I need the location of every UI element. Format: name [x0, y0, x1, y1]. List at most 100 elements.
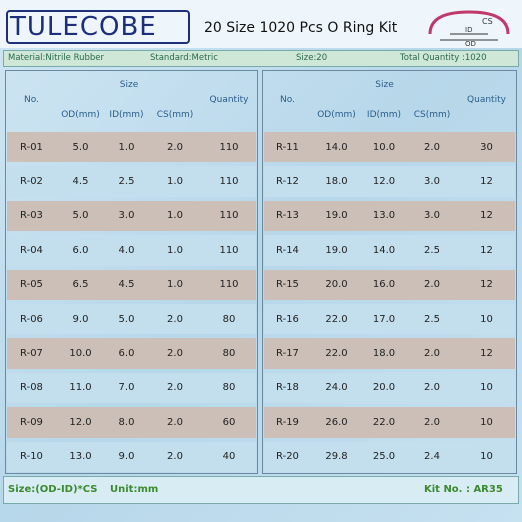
cs-label: CS [482, 17, 493, 26]
table-row [264, 200, 515, 232]
table-cell: 17.0 [372, 313, 396, 325]
table-cell: 2.0 [424, 141, 440, 153]
table-cell: 19.0 [325, 210, 348, 222]
table-cell: 80 [222, 348, 236, 360]
table-cell: R-15 [276, 279, 299, 291]
table-cell: 10 [480, 451, 493, 463]
oring-diagram: CS ID OD [428, 10, 510, 46]
header-cell: OD(mm) [317, 110, 356, 120]
table-cell: 60 [222, 416, 236, 428]
table-cell: 6.0 [72, 244, 89, 256]
table-cell: 1.0 [167, 210, 183, 222]
table-cell: R-07 [20, 348, 43, 360]
table-cell: R-04 [20, 244, 43, 256]
table-cell: 80 [222, 382, 236, 394]
table-row [7, 372, 256, 404]
table-row [7, 441, 256, 472]
header-cell: Quantity [209, 95, 249, 105]
table-cell: 4.0 [118, 244, 135, 256]
table-row [264, 269, 515, 300]
table-cell: 1.0 [167, 279, 183, 291]
table-cell: 10 [480, 416, 493, 428]
table-row [7, 269, 256, 300]
table-cell: 22.0 [372, 416, 396, 428]
table-cell: 10 [480, 382, 493, 394]
table-cell: 2.0 [424, 348, 440, 360]
table-cell: R-11 [276, 141, 299, 153]
table-cell: 2.0 [167, 382, 183, 394]
header-cell: Size [119, 80, 139, 90]
table-row [7, 304, 256, 335]
table-cell: 12 [480, 176, 493, 188]
table-cell: 24.0 [325, 382, 348, 394]
table-cell: 12 [480, 244, 493, 256]
table-cell: 2.5 [424, 313, 440, 325]
table-cell: 2.0 [167, 451, 183, 463]
table-row [264, 132, 515, 163]
table-row [264, 372, 515, 404]
table-cell: 26.0 [325, 416, 348, 428]
header-cell: No. [280, 95, 295, 105]
table-row [264, 338, 515, 369]
table-cell: 2.4 [424, 451, 440, 463]
table-row [7, 235, 256, 266]
table-row [7, 200, 256, 232]
table-cell: 8.0 [118, 416, 135, 428]
footer-bar [3, 476, 519, 504]
table-cell: 3.0 [424, 210, 440, 222]
table-cell: R-05 [20, 279, 43, 291]
table-cell: 12 [480, 210, 493, 222]
table-cell: R-08 [20, 382, 43, 394]
table-row [264, 304, 515, 335]
table-row [7, 338, 256, 369]
kit-number: Kit No. : AR35 [424, 484, 503, 495]
table-cell: 2.0 [167, 313, 183, 325]
table-cell: 6.5 [72, 279, 89, 291]
table-row [7, 166, 256, 197]
header-cell: ID(mm) [366, 110, 402, 120]
table-cell: 19.0 [325, 244, 348, 256]
table-cell: R-16 [276, 313, 299, 325]
table-cell: 30 [480, 141, 493, 153]
info-item: Size:20 [296, 53, 328, 63]
id-label: ID [465, 26, 472, 34]
table-cell: 1.0 [167, 176, 183, 188]
table-cell: 12 [480, 279, 493, 291]
table-cell: 1.0 [167, 244, 183, 256]
header-cell: Size [375, 80, 394, 90]
table-cell: R-06 [20, 313, 43, 325]
table-row [264, 407, 515, 438]
table-cell: 2.5 [118, 176, 135, 188]
table-cell: 12.0 [69, 416, 92, 428]
header-bar [0, 0, 522, 48]
table-cell: R-03 [20, 210, 43, 222]
table-cell: 10.0 [372, 141, 396, 153]
table-cell: 4.5 [118, 279, 135, 291]
header-cell: CS(mm) [413, 110, 451, 120]
table-cell: 1.0 [118, 141, 135, 153]
table-cell: 16.0 [372, 279, 396, 291]
table-cell: 20.0 [325, 279, 348, 291]
table-cell: 22.0 [325, 348, 348, 360]
table-cell: R-02 [20, 176, 43, 188]
table-cell: 25.0 [372, 451, 396, 463]
table-cell: R-19 [276, 416, 299, 428]
table-cell: 29.8 [325, 451, 348, 463]
table-cell: 40 [222, 451, 236, 463]
table-frame [5, 70, 258, 474]
table-cell: R-01 [20, 141, 43, 153]
table-cell: 12 [480, 348, 493, 360]
table-cell: 2.0 [424, 279, 440, 291]
table-cell: R-12 [276, 176, 299, 188]
table-cell: 3.0 [424, 176, 440, 188]
table-cell: 110 [219, 244, 239, 256]
table-cell: 5.0 [72, 210, 89, 222]
table-cell: 18.0 [372, 348, 396, 360]
table-row [264, 235, 515, 266]
formula: Size:(OD-ID)*CS [8, 484, 98, 495]
table-cell: 5.0 [72, 141, 89, 153]
table-cell: 10 [480, 313, 493, 325]
table-cell: 13.0 [69, 451, 92, 463]
brand-box [6, 10, 190, 44]
